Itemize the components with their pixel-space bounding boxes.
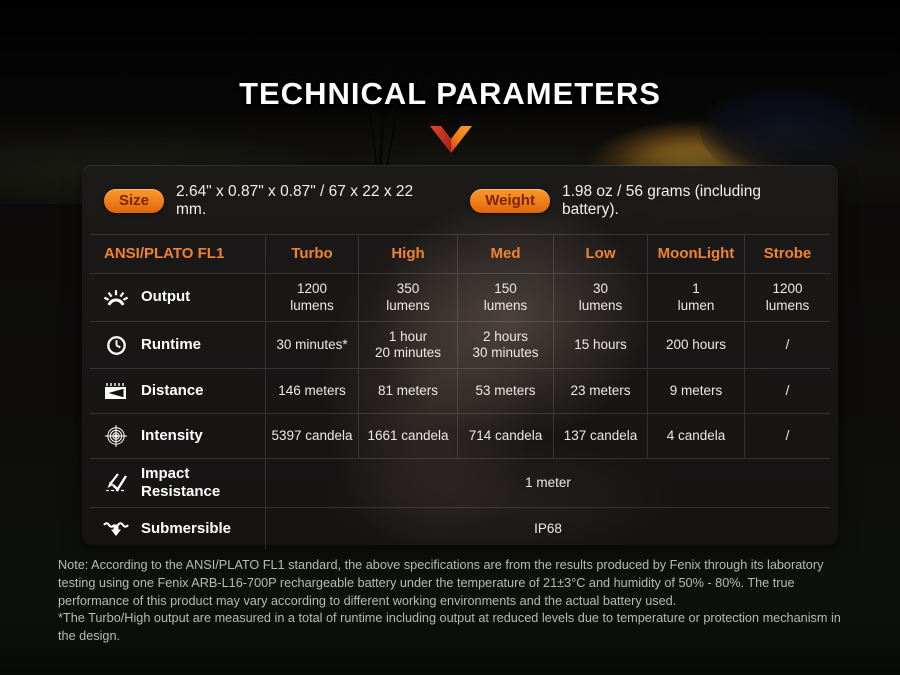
table-header-row: ANSI/PLATO FL1 Turbo High Med Low MoonLi… [90, 234, 830, 273]
intensity-med: 714 candela [457, 414, 553, 458]
spec-panel: Size 2.64" x 0.87" x 0.87" / 67 x 22 x 2… [82, 166, 838, 550]
table-row-distance: Distance 146 meters 81 meters 53 meters … [90, 368, 830, 413]
distance-med: 53 meters [457, 369, 553, 413]
note-turbo-high: *The Turbo/High output are measured in a… [58, 611, 841, 644]
weight-badge: Weight [470, 189, 550, 213]
row-label: Submersible [141, 519, 232, 537]
output-turbo: 1200 lumens [265, 274, 358, 321]
row-label: Impact Resistance [141, 464, 221, 500]
runtime-moonlight: 200 hours [647, 322, 744, 368]
submersible-value: IP68 [265, 508, 830, 550]
output-moonlight: 1 lumen [647, 274, 744, 321]
note-ansi: Note: According to the ANSI/PLATO FL1 st… [58, 558, 824, 608]
output-icon [102, 289, 130, 307]
size-badge: Size [104, 189, 165, 213]
row-label: Intensity [141, 426, 203, 444]
distance-high: 81 meters [358, 369, 457, 413]
table-row-output: Output 1200 lumens 350 lumens 150 lumens… [90, 273, 830, 321]
footnotes: Note: According to the ANSI/PLATO FL1 st… [58, 557, 850, 646]
header-strobe: Strobe [744, 235, 830, 273]
table-row-impact: Impact Resistance 1 meter [90, 458, 830, 507]
header-turbo: Turbo [265, 235, 358, 273]
output-med: 150 lumens [457, 274, 553, 321]
table-row-intensity: Intensity 5397 candela 1661 candela 714 … [90, 413, 830, 458]
intensity-icon [102, 425, 130, 447]
distance-strobe: / [744, 369, 830, 413]
runtime-strobe: / [744, 322, 830, 368]
intensity-strobe: / [744, 414, 830, 458]
row-label: Runtime [141, 335, 201, 353]
header-ansi-plato: ANSI/PLATO FL1 [104, 244, 225, 262]
intensity-turbo: 5397 candela [265, 414, 358, 458]
size-weight-row: Size 2.64" x 0.87" x 0.87" / 67 x 22 x 2… [82, 166, 838, 230]
runtime-low: 15 hours [553, 322, 647, 368]
impact-resistance-icon [102, 472, 130, 494]
intensity-high: 1661 candela [358, 414, 457, 458]
distance-moonlight: 9 meters [647, 369, 744, 413]
chevron-down-icon [428, 126, 474, 159]
runtime-med: 2 hours 30 minutes [457, 322, 553, 368]
distance-icon [102, 382, 130, 400]
header-high: High [358, 235, 457, 273]
header-med: Med [457, 235, 553, 273]
runtime-turbo: 30 minutes* [265, 322, 358, 368]
runtime-icon [102, 335, 130, 356]
impact-value: 1 meter [265, 459, 830, 507]
output-low: 30 lumens [553, 274, 647, 321]
header-low: Low [553, 235, 647, 273]
row-label: Output [141, 288, 191, 306]
table-row-runtime: Runtime 30 minutes* 1 hour 20 minutes 2 … [90, 321, 830, 368]
submersible-icon [102, 520, 130, 538]
intensity-moonlight: 4 candela [647, 414, 744, 458]
spec-table: ANSI/PLATO FL1 Turbo High Med Low MoonLi… [90, 234, 830, 550]
size-value: 2.64" x 0.87" x 0.87" / 67 x 22 x 22 mm. [176, 183, 414, 218]
header-moonlight: MoonLight [647, 235, 744, 273]
distance-turbo: 146 meters [265, 369, 358, 413]
output-strobe: 1200 lumens [744, 274, 830, 321]
distance-low: 23 meters [553, 369, 647, 413]
row-label: Distance [141, 381, 204, 399]
output-high: 350 lumens [358, 274, 457, 321]
table-row-submersible: Submersible IP68 [90, 507, 830, 550]
page-title: TECHNICAL PARAMETERS [239, 76, 661, 111]
intensity-low: 137 candela [553, 414, 647, 458]
runtime-high: 1 hour 20 minutes [358, 322, 457, 368]
weight-value: 1.98 oz / 56 grams (including battery). [561, 183, 761, 218]
